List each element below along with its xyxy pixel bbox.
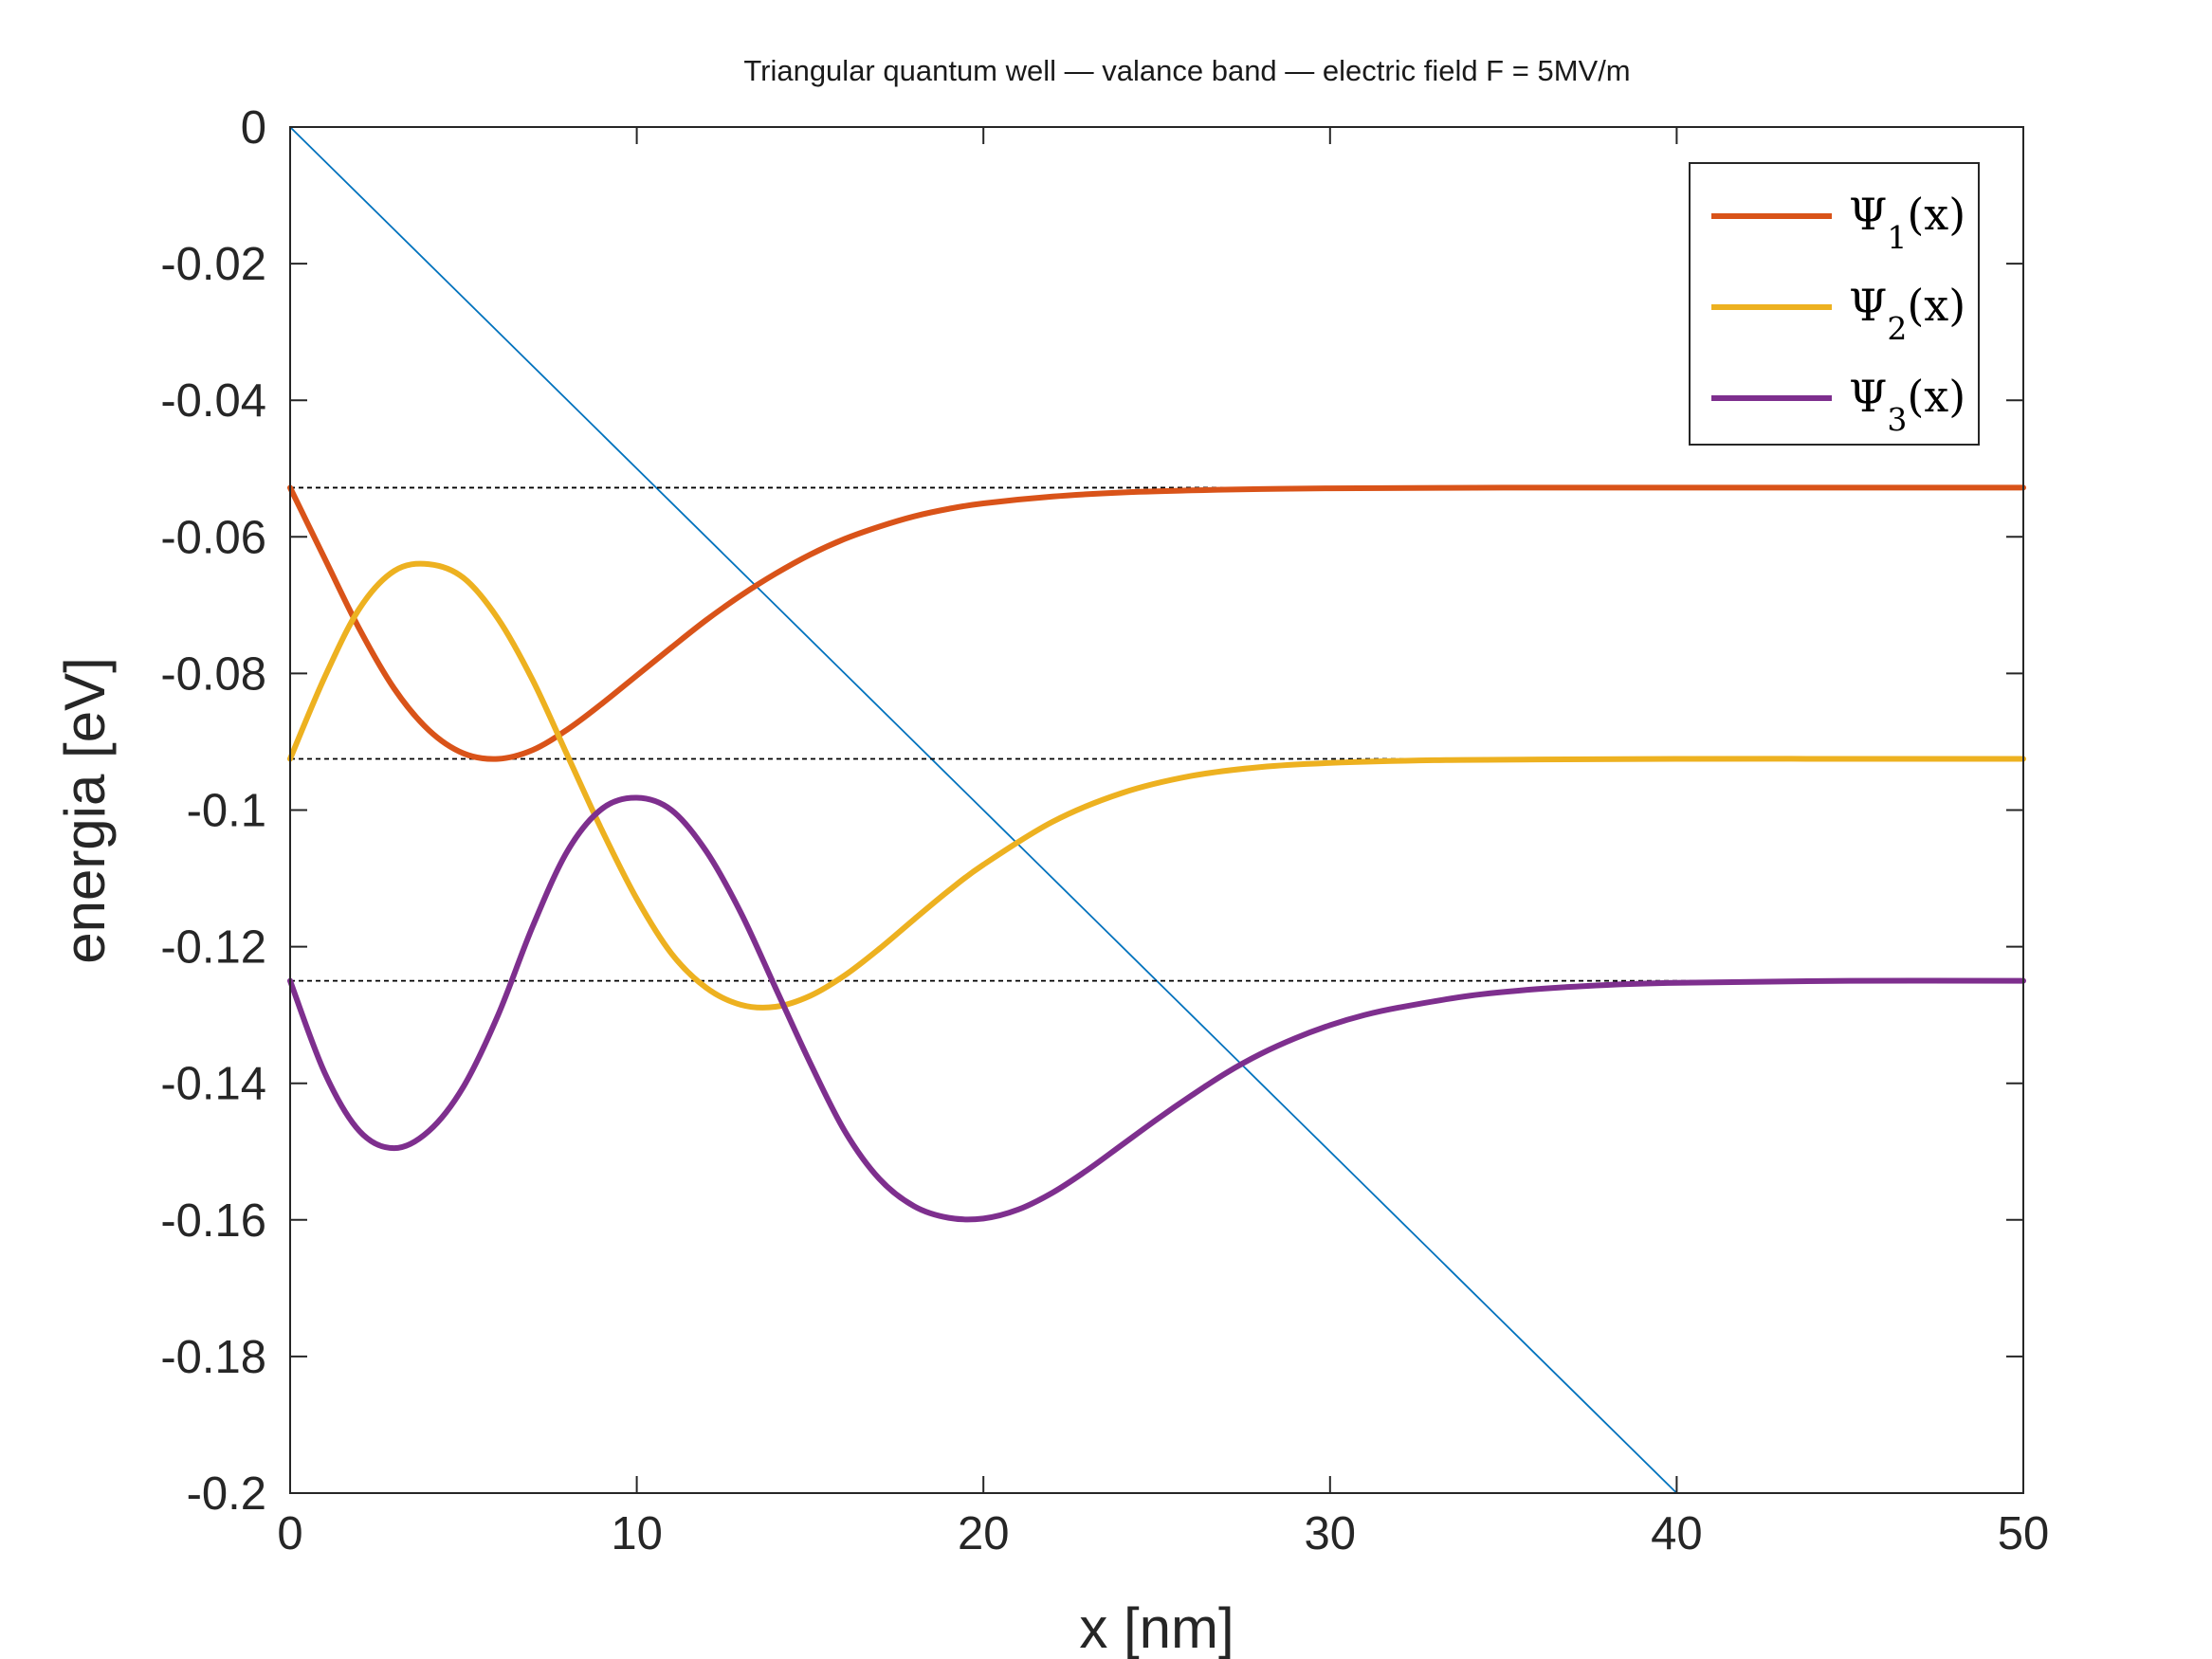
chart-title: Triangular quantum well — valance band —… xyxy=(743,54,1630,87)
y-axis-label: energia [eV] xyxy=(53,657,117,964)
y-tick-label: -0.2 xyxy=(187,1468,266,1520)
x-axis-label: x [nm] xyxy=(1079,1596,1234,1659)
ticks-layer: 0 10 20 30 40 50 0 -0.02 -0.04 -0.06 -0.08 -0.1 -0.1… xyxy=(160,102,2049,1559)
series-line-psi3 xyxy=(287,794,2026,1223)
potential-layer xyxy=(289,126,1678,1494)
legend-label-psi2: Ψ2(x) xyxy=(1849,280,1965,347)
x-tick-label: 50 xyxy=(1998,1508,2050,1559)
y-tick-label: -0.18 xyxy=(160,1332,266,1383)
legend-items: Ψ1(x) Ψ2(x) Ψ3(x) xyxy=(1711,189,1965,438)
legend-label-psi3: Ψ3(x) xyxy=(1849,371,1965,438)
y-tick-label: -0.08 xyxy=(160,648,266,700)
y-tick-label: -0.12 xyxy=(160,922,266,974)
series-line-psi2 xyxy=(287,560,2026,1011)
y-tick-label: -0.14 xyxy=(160,1059,266,1110)
series-layer xyxy=(287,484,2026,1223)
y-tick-label: -0.04 xyxy=(160,375,266,427)
x-tick-label: 40 xyxy=(1651,1508,1703,1559)
y-tick-label: 0 xyxy=(241,102,266,154)
y-tick-label: -0.16 xyxy=(160,1195,266,1247)
legend-label-psi1: Ψ1(x) xyxy=(1849,189,1965,256)
x-tick-label: 0 xyxy=(277,1508,302,1559)
legend: Ψ1(x) Ψ2(x) Ψ3(x) xyxy=(1689,162,1980,446)
x-tick-label: 30 xyxy=(1305,1508,1357,1559)
y-tick-label: -0.06 xyxy=(160,512,266,563)
series-line-psi1 xyxy=(287,484,2026,762)
potential-line xyxy=(289,126,1678,1494)
y-tick-label: -0.1 xyxy=(187,786,266,837)
y-tick-label: -0.02 xyxy=(160,239,266,290)
x-tick-label: 10 xyxy=(611,1508,663,1559)
x-tick-label: 20 xyxy=(958,1508,1010,1559)
